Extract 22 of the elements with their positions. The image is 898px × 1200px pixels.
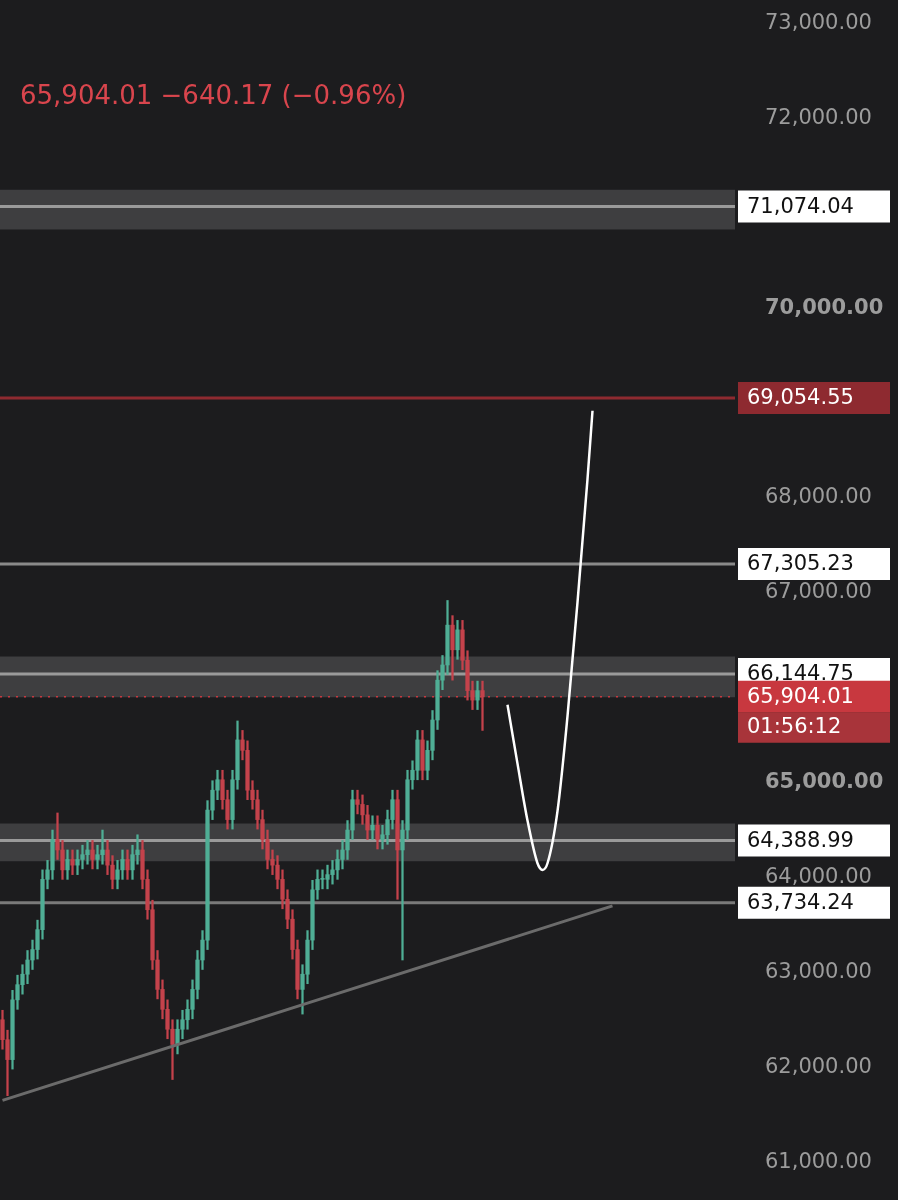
- y-tick-label: 62,000.00: [765, 1053, 872, 1078]
- ref-line-label: 65,904.01: [747, 684, 854, 709]
- line-series: [506, 409, 594, 872]
- text: 01:56:12: [747, 714, 842, 739]
- y-tick-label: 64,000.00: [765, 863, 872, 888]
- y-tick-label: 65,000.00: [765, 769, 884, 794]
- y-tick-label: 73,000.00: [765, 10, 872, 35]
- y-tick-label: 72,000.00: [765, 105, 872, 130]
- ref-line-label: 67,305.23: [747, 551, 854, 576]
- ref-line-label: 63,734.24: [747, 890, 854, 915]
- y-tick-label: 68,000.00: [765, 484, 872, 509]
- ref-line-label: 66,144.75: [747, 661, 854, 686]
- ref-line-label: 71,074.04: [747, 193, 854, 218]
- text: 65,904.01 −640.17 (−0.96%): [20, 80, 407, 110]
- ref-line-label: 64,388.99: [747, 828, 854, 853]
- y-tick-label: 70,000.00: [765, 294, 884, 319]
- candlestick: [370, 815, 375, 840]
- y-tick-label: 63,000.00: [765, 958, 872, 983]
- y-tick-label: 61,000.00: [765, 1148, 872, 1173]
- ref-line-label: 69,054.55: [747, 385, 854, 410]
- candlestick: [70, 849, 75, 875]
- y-tick-label: 67,000.00: [765, 579, 872, 604]
